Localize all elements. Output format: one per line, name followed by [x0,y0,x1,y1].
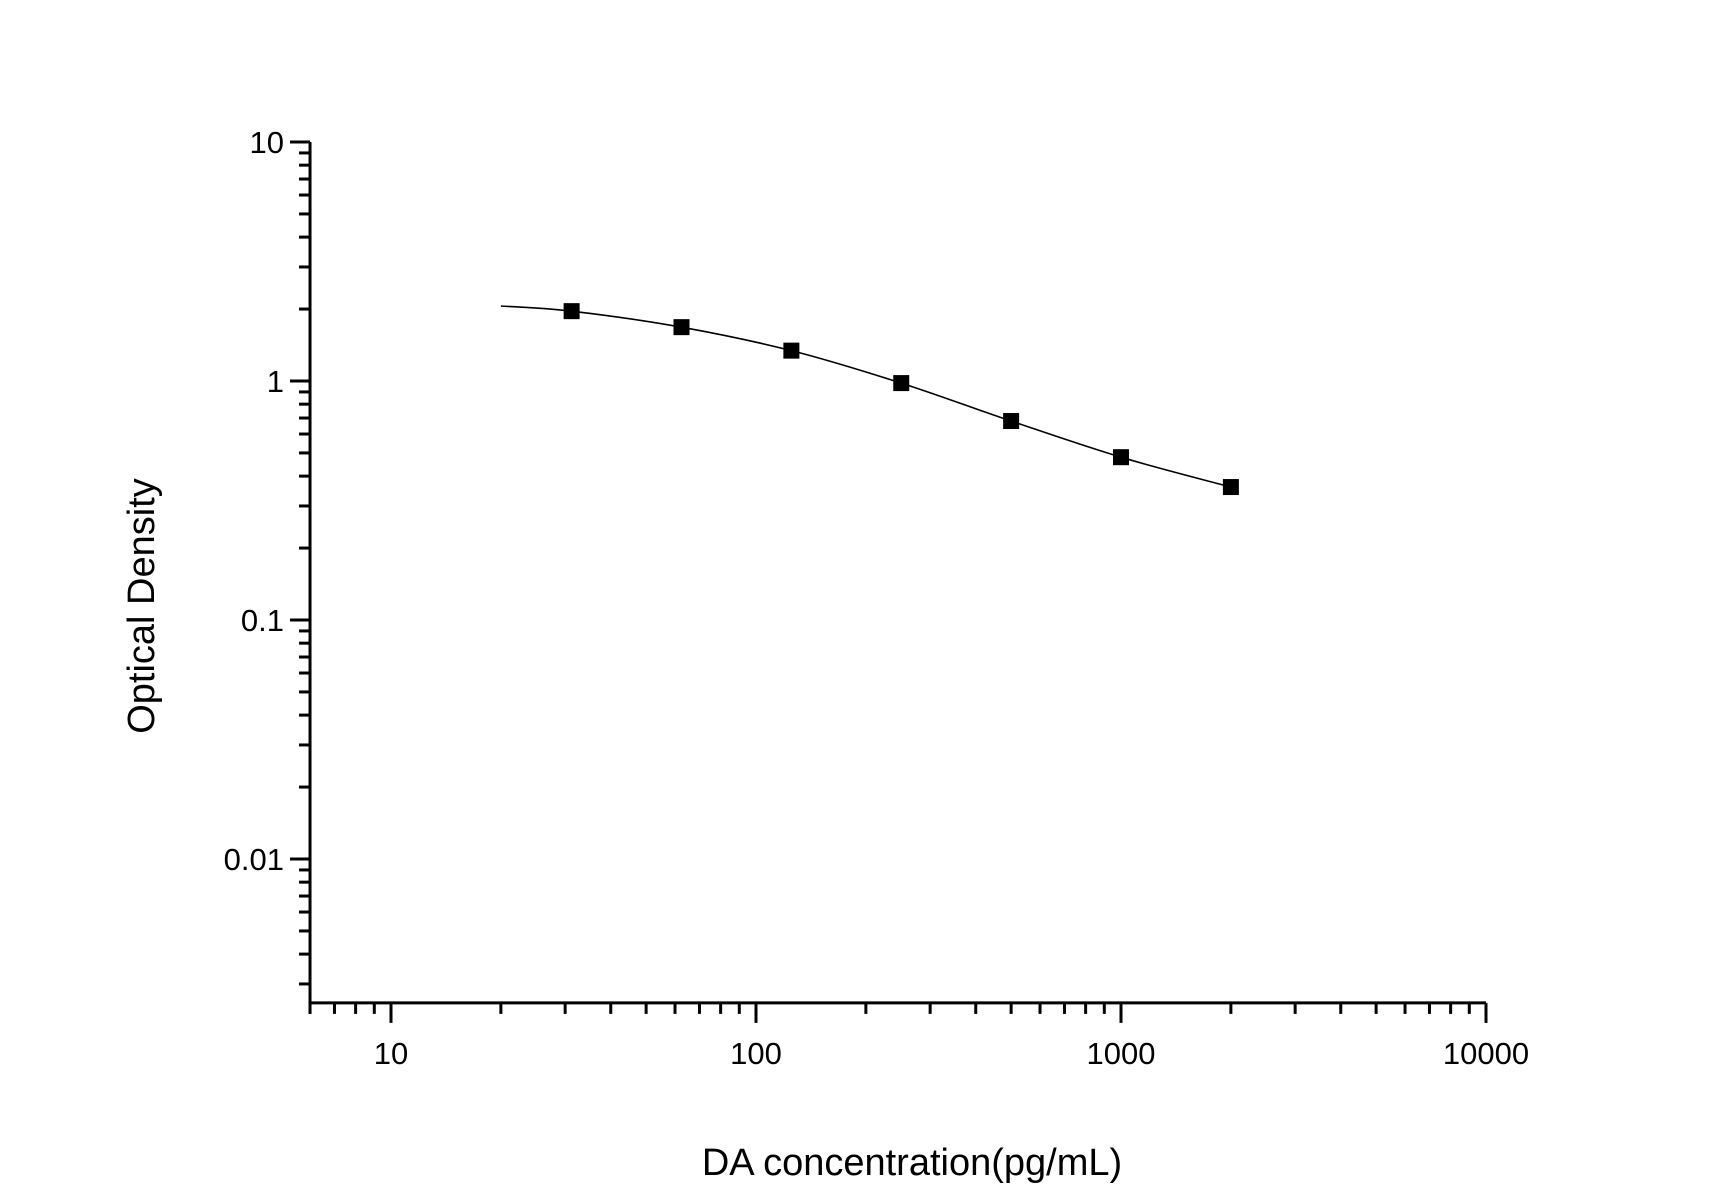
data-point-marker [1222,479,1239,496]
data-point-marker [1113,449,1129,466]
fitted-curve [500,305,1232,488]
data-point-marker [783,342,800,359]
data-point-marker [673,319,690,336]
y-axis-title: Optical Density [121,478,163,734]
x-axis: 10 100 1000 10000 [308,1001,1529,1071]
y-tick-label: 1 [267,364,284,399]
x-axis-title: DA concentration(pg/mL) [702,1142,1122,1184]
y-axis: 10 1 0.1 0.01 [224,125,312,1005]
x-tick-label: 100 [730,1036,782,1071]
y-tick-label: 0.01 [224,842,284,877]
data-point-marker [893,375,910,392]
y-tick-label: 10 [250,125,284,160]
data-point-marker [1003,413,1020,430]
x-tick-label: 10 [374,1036,408,1071]
x-tick-label: 1000 [1087,1036,1156,1071]
x-tick-label: 10000 [1443,1036,1529,1071]
y-tick-label: 0.1 [241,603,284,638]
data-point-marker [563,303,580,320]
plot-area [500,303,1239,496]
